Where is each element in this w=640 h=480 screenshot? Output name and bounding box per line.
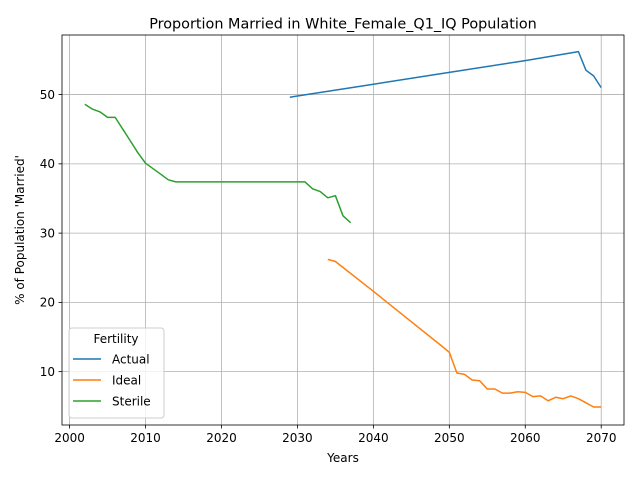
x-tick-label: 2020 <box>206 431 237 445</box>
legend-label-sterile: Sterile <box>112 394 151 408</box>
grid-lines <box>62 35 624 425</box>
y-tick-label: 30 <box>40 226 55 240</box>
x-axis-label: Years <box>326 451 359 465</box>
axis-ticks: 2000 2010 2020 2030 2040 2050 2060 207010203040… <box>40 88 617 445</box>
series-line-actual <box>289 50 602 99</box>
x-tick-label: 2050 <box>434 431 465 445</box>
legend-box <box>68 327 165 419</box>
x-tick-label: 2070 <box>586 431 617 445</box>
legend-label-actual: Actual <box>112 352 150 366</box>
y-tick-label: 10 <box>40 365 55 379</box>
x-tick-label: 2040 <box>358 431 389 445</box>
series-lines <box>84 50 602 408</box>
plot-frame <box>61 34 625 426</box>
x-tick-label: 2060 <box>510 431 541 445</box>
legend-title: Fertility <box>93 332 138 346</box>
y-axis-label: % of Population 'Married' <box>13 155 27 305</box>
y-tick-label: 40 <box>40 157 55 171</box>
series-line-sterile <box>84 103 352 224</box>
x-tick-label: 2030 <box>282 431 313 445</box>
series-line-ideal <box>327 258 602 408</box>
x-tick-label: 2010 <box>130 431 161 445</box>
x-tick-label: 2000 <box>54 431 85 445</box>
legend-label-ideal: Ideal <box>112 373 141 387</box>
y-tick-label: 50 <box>40 88 55 102</box>
y-tick-label: 20 <box>40 296 55 310</box>
legend: Fertility Actual Ideal Sterile <box>68 327 165 419</box>
chart-title: Proportion Married in White_Female_Q1_IQ… <box>149 17 537 33</box>
